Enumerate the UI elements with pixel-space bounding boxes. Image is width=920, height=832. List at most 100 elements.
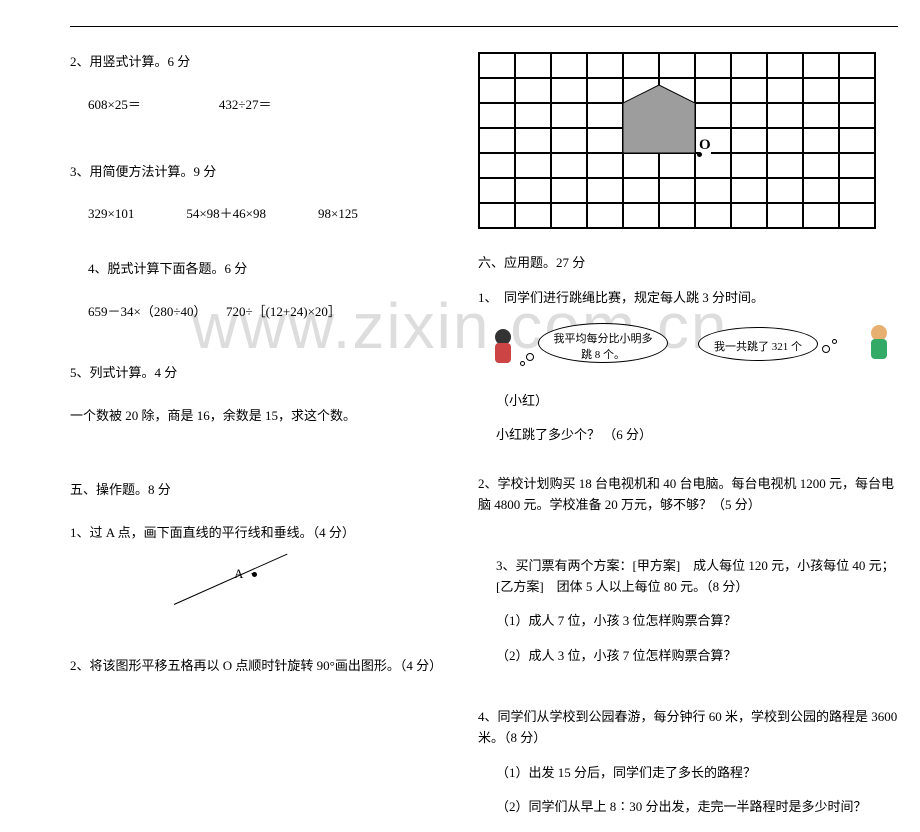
grid-cell: [731, 103, 767, 128]
grid-cell: [839, 53, 875, 78]
grid-cell: [731, 78, 767, 103]
person-left-label: （小红）: [496, 391, 898, 412]
grid-cell: [659, 203, 695, 228]
grid-cell: [695, 78, 731, 103]
grid-cell: [479, 178, 515, 203]
bubble-left-l1: 我平均每分比小明多: [551, 330, 655, 346]
grid-cell: [623, 103, 659, 128]
q4-l1: 4、同学们从学校到公园春游，每分钟行 60 米，学校到公园的路程是 3600 米…: [478, 707, 898, 749]
grid-cell: [767, 128, 803, 153]
q5-title: 5、列式计算。4 分: [70, 363, 450, 384]
grid-cell: [551, 178, 587, 203]
sec6-title: 六、应用题。27 分: [478, 253, 898, 274]
grid-row: [479, 53, 875, 78]
grid-cell: [551, 103, 587, 128]
grid-cell: [839, 78, 875, 103]
grid-cell: [803, 153, 839, 178]
bubble-tail-2: [520, 361, 525, 366]
grid-cell: [587, 128, 623, 153]
grid-cell: [695, 203, 731, 228]
grid-cell: [515, 203, 551, 228]
grid-cell: [587, 203, 623, 228]
grid-cell: [623, 78, 659, 103]
grid-cell: [767, 78, 803, 103]
grid-cell: [803, 53, 839, 78]
grid-cell: [695, 178, 731, 203]
left-column: 2、用竖式计算。6 分 608×25＝ 432÷27＝ 3、用简便方法计算。9 …: [70, 52, 450, 699]
grid-cell: [695, 53, 731, 78]
grid-cell: [659, 78, 695, 103]
sec5-q2: 2、将该图形平移五格再以 O 点顺时针旋转 90°画出图形。（4 分）: [70, 656, 450, 677]
grid-cell: [587, 103, 623, 128]
grid-rows: [479, 53, 875, 228]
grid-cell: [803, 203, 839, 228]
right-column: O 六、应用题。27 分 1、 同学们进行跳绳比赛，规定每人跳 3 分时间。 我…: [478, 52, 898, 832]
grid-cell: [767, 153, 803, 178]
q3-l1: 3、买门票有两个方案：[甲方案] 成人每位 120 元，小孩每位 40 元；[乙…: [496, 556, 898, 598]
grid-cell: [767, 53, 803, 78]
q3-title: 3、用简便方法计算。9 分: [70, 162, 450, 183]
grid-cell: [659, 128, 695, 153]
bubble-right-text: 我一共跳了 321 个: [711, 338, 805, 354]
grid-cell: [479, 128, 515, 153]
grid-cell: [839, 128, 875, 153]
q2-title: 2、用竖式计算。6 分: [70, 52, 450, 73]
sec5-title: 五、操作题。8 分: [70, 480, 450, 501]
q4-l3: （2）同学们从早上 8∶30 分出发，走完一半路程时是多少时间？: [496, 797, 898, 818]
grid-cell: [479, 78, 515, 103]
grid-cell: [659, 103, 695, 128]
grid-cell: [767, 178, 803, 203]
bubble-tail-3: [822, 345, 830, 353]
grid-cell: [551, 78, 587, 103]
grid-cell: [767, 203, 803, 228]
grid-cell: [587, 153, 623, 178]
sec5-q1: 1、过 A 点，画下面直线的平行线和垂线。（4 分）: [70, 523, 450, 544]
grid-cell: [587, 78, 623, 103]
person-left-icon: [486, 327, 520, 367]
person-right-icon: [862, 323, 896, 363]
figure-a: A ·: [150, 566, 450, 646]
grid-cell: [839, 203, 875, 228]
q3-expr: 329×101 54×98＋46×98 98×125: [88, 204, 450, 225]
o-dot: [697, 152, 702, 157]
q4-l2: （1）出发 15 分后，同学们走了多长的路程？: [496, 763, 898, 784]
grid-row: [479, 153, 875, 178]
point-a-dot: [252, 572, 257, 577]
grid-cell: [803, 178, 839, 203]
q3-l2: （1）成人 7 位，小孩 3 位怎样购票合算？: [496, 611, 898, 632]
q2-expr: 608×25＝ 432÷27＝: [88, 95, 450, 116]
grid-cell: [587, 178, 623, 203]
grid-cell: [659, 178, 695, 203]
grid-cell: [623, 128, 659, 153]
grid-cell: [839, 103, 875, 128]
grid-cell: [659, 53, 695, 78]
bubble-right: 我一共跳了 321 个: [698, 327, 818, 361]
grid-row: [479, 78, 875, 103]
grid-cell: [551, 203, 587, 228]
grid-cell: [803, 103, 839, 128]
grid-cell: [479, 103, 515, 128]
q5-text: 一个数被 20 除，商是 16，余数是 15，求这个数。: [70, 406, 450, 427]
page-top-rule: [70, 26, 898, 27]
grid-cell: [587, 53, 623, 78]
grid-cell: [839, 153, 875, 178]
grid-cell: [551, 153, 587, 178]
bubble-tail-1: [526, 353, 534, 361]
grid-cell: [623, 203, 659, 228]
grid-cell: [731, 53, 767, 78]
grid-cell: [479, 203, 515, 228]
grid-cell: [515, 128, 551, 153]
grid-cell: [623, 153, 659, 178]
grid-cell: [515, 103, 551, 128]
q2-text: 2、学校计划购买 18 台电视机和 40 台电脑。每台电视机 1200 元，每台…: [478, 474, 898, 516]
grid-cell: [515, 153, 551, 178]
grid-cell: [551, 53, 587, 78]
bubble-row: 我平均每分比小明多 跳 8 个。 我一共跳了 321 个: [478, 323, 898, 383]
grid-row: [479, 178, 875, 203]
q1-ask: 小红跳了多少个？ （6 分）: [496, 425, 898, 446]
grid-row: [479, 103, 875, 128]
grid-cell: [551, 128, 587, 153]
grid-cell: [839, 178, 875, 203]
grid-cell: [623, 178, 659, 203]
grid-cell: [767, 103, 803, 128]
